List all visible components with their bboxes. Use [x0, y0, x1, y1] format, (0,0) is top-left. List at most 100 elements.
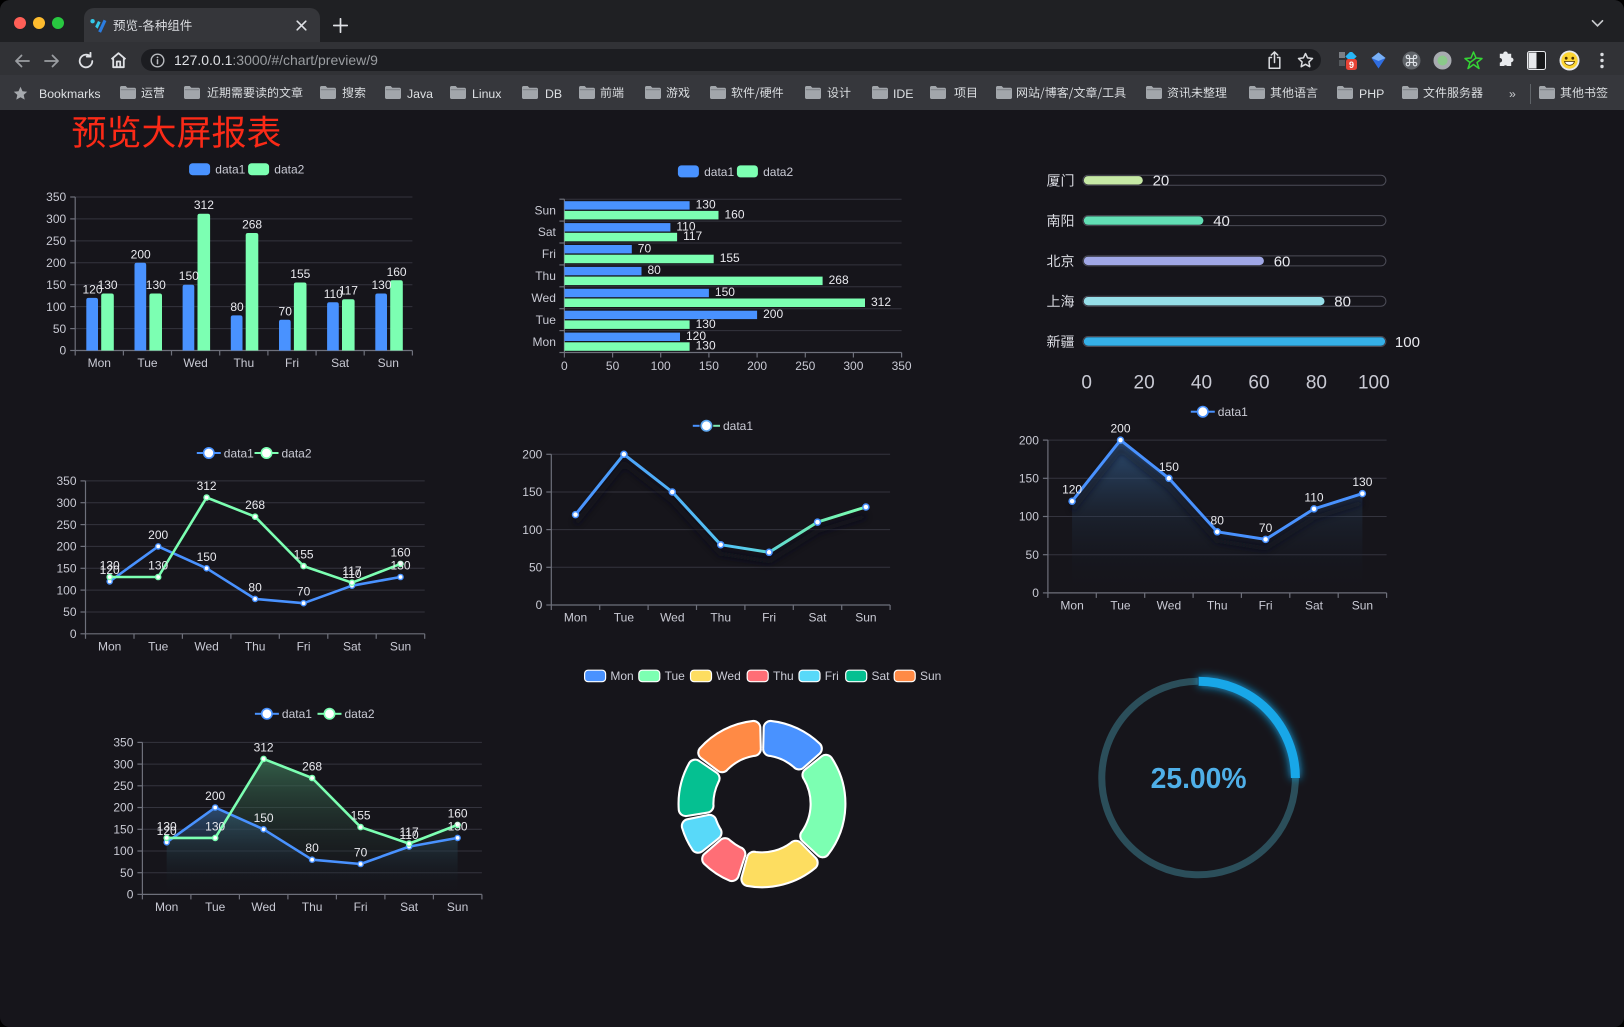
svg-text:80: 80 [648, 263, 662, 277]
svg-text:Sun: Sun [855, 611, 876, 625]
svg-text:100: 100 [1395, 334, 1420, 351]
svg-text:150: 150 [254, 811, 274, 825]
svg-text:250: 250 [46, 234, 66, 248]
svg-text:130: 130 [98, 278, 118, 292]
svg-text:155: 155 [294, 548, 314, 562]
svg-text:120: 120 [157, 824, 177, 838]
svg-text:Thu: Thu [535, 269, 556, 283]
svg-text:200: 200 [56, 540, 76, 554]
svg-text:300: 300 [113, 757, 133, 771]
svg-text:Wed: Wed [531, 291, 555, 305]
svg-text:Fri: Fri [354, 900, 368, 914]
svg-text:data2: data2 [282, 446, 312, 460]
svg-text:130: 130 [696, 317, 716, 331]
svg-text:160: 160 [725, 207, 745, 221]
svg-text:130: 130 [448, 819, 468, 833]
svg-text:Mon: Mon [610, 669, 633, 683]
svg-text:Sun: Sun [920, 669, 941, 683]
svg-text:0: 0 [70, 627, 77, 641]
svg-text:Thu: Thu [710, 611, 731, 625]
svg-text:130: 130 [157, 819, 177, 833]
svg-text:200: 200 [46, 256, 66, 270]
svg-text:Sun: Sun [378, 356, 399, 370]
svg-text:Wed: Wed [660, 611, 684, 625]
svg-text:250: 250 [113, 779, 133, 793]
svg-text:Mon: Mon [88, 356, 111, 370]
svg-text:20: 20 [1153, 173, 1170, 190]
svg-text:130: 130 [100, 559, 120, 573]
svg-text:Thu: Thu [245, 639, 266, 653]
svg-text:70: 70 [279, 304, 293, 318]
svg-text:Mon: Mon [155, 900, 178, 914]
svg-text:110: 110 [342, 567, 361, 581]
svg-text:120: 120 [1062, 483, 1082, 497]
svg-text:150: 150 [46, 278, 66, 292]
svg-text:117: 117 [342, 564, 361, 578]
svg-text:50: 50 [63, 605, 77, 619]
svg-text:200: 200 [1110, 422, 1130, 436]
svg-text:Thu: Thu [302, 900, 323, 914]
svg-text:100: 100 [651, 359, 671, 373]
svg-text:160: 160 [390, 545, 410, 559]
svg-text:Wed: Wed [183, 356, 207, 370]
svg-text:Sat: Sat [808, 611, 827, 625]
svg-text:80: 80 [305, 841, 319, 855]
svg-text:Sat: Sat [1305, 598, 1324, 612]
svg-text:data2: data2 [763, 165, 793, 179]
svg-text:130: 130 [696, 198, 716, 212]
svg-text:268: 268 [245, 498, 265, 512]
svg-text:110: 110 [324, 287, 343, 301]
svg-text:160: 160 [387, 265, 407, 279]
svg-text:100: 100 [46, 300, 66, 314]
svg-text:Sun: Sun [447, 900, 468, 914]
svg-text:268: 268 [242, 218, 262, 232]
svg-text:60: 60 [1274, 253, 1291, 270]
svg-text:200: 200 [522, 448, 542, 462]
svg-text:Tue: Tue [614, 611, 635, 625]
svg-text:Sat: Sat [872, 669, 891, 683]
svg-text:130: 130 [1352, 475, 1372, 489]
svg-text:0: 0 [536, 598, 543, 612]
svg-text:300: 300 [843, 359, 863, 373]
svg-text:Wed: Wed [716, 669, 740, 683]
svg-text:80: 80 [248, 580, 262, 594]
svg-text:70: 70 [638, 241, 652, 255]
svg-text:150: 150 [522, 485, 542, 499]
svg-text:110: 110 [400, 828, 419, 842]
svg-text:100: 100 [1358, 373, 1390, 394]
svg-text:150: 150 [179, 269, 199, 283]
svg-text:117: 117 [400, 825, 419, 839]
svg-text:50: 50 [53, 322, 67, 336]
svg-text:250: 250 [56, 518, 76, 532]
svg-text:data1: data1 [704, 165, 734, 179]
svg-text:data1: data1 [282, 707, 312, 721]
svg-text:130: 130 [371, 278, 391, 292]
svg-text:Fri: Fri [1259, 598, 1273, 612]
svg-text:300: 300 [46, 212, 66, 226]
svg-text:Tue: Tue [148, 639, 169, 653]
svg-text:200: 200 [747, 359, 767, 373]
svg-text:data1: data1 [1218, 405, 1248, 419]
svg-text:200: 200 [131, 247, 151, 261]
svg-text:50: 50 [606, 359, 620, 373]
svg-text:20: 20 [1134, 373, 1155, 394]
svg-text:100: 100 [56, 583, 76, 597]
svg-text:Mon: Mon [1060, 598, 1083, 612]
svg-text:0: 0 [561, 359, 568, 373]
svg-text:350: 350 [113, 736, 133, 750]
svg-text:150: 150 [1019, 472, 1039, 486]
svg-text:Fri: Fri [825, 669, 839, 683]
svg-text:0: 0 [60, 344, 67, 358]
svg-text:110: 110 [676, 219, 695, 233]
svg-text:Tue: Tue [137, 356, 158, 370]
svg-text:data1: data1 [215, 163, 245, 177]
svg-text:0: 0 [1081, 373, 1092, 394]
svg-text:80: 80 [230, 300, 244, 314]
svg-text:268: 268 [829, 273, 849, 287]
svg-text:50: 50 [529, 561, 543, 575]
svg-text:70: 70 [354, 846, 368, 860]
svg-text:312: 312 [871, 295, 891, 309]
svg-text:350: 350 [46, 190, 66, 204]
svg-text:80: 80 [1306, 373, 1327, 394]
svg-text:110: 110 [1304, 490, 1323, 504]
